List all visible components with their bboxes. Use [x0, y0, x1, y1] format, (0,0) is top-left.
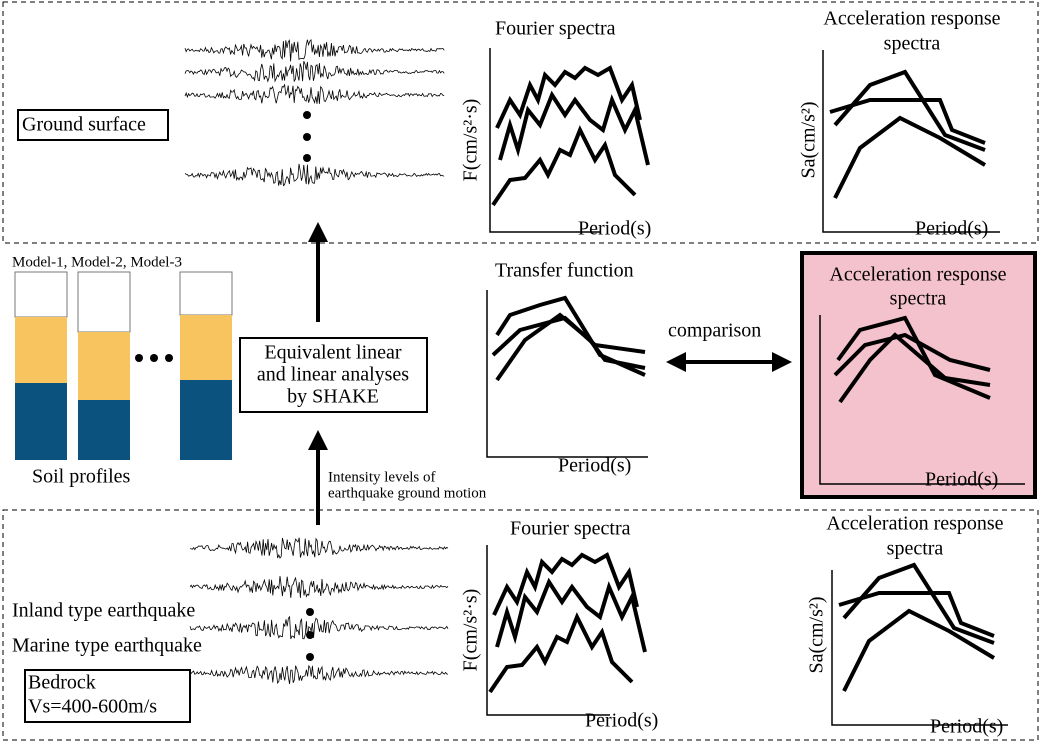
comparison-label: comparison	[668, 320, 761, 342]
panel-title: Fourier spectra	[510, 518, 631, 540]
axis	[823, 50, 1000, 232]
intensity-label: earthquake ground motion	[328, 485, 487, 501]
waveform	[190, 617, 448, 639]
waveform	[185, 40, 444, 62]
waveform	[185, 164, 444, 186]
dot	[303, 111, 311, 119]
y-axis-label: F(cm/s²·s)	[460, 99, 482, 182]
bedrock-waveforms	[190, 538, 448, 684]
fourier-curves	[490, 555, 645, 692]
intensity-label: Intensity levels of	[328, 469, 435, 485]
panel-title: Acceleration response	[823, 8, 1000, 30]
y-axis-label: F(cm/s²·s)	[460, 589, 482, 672]
x-axis-label: Period(s)	[585, 710, 658, 732]
diagram: Ground surface Fourier spectra F(cm/s²·s…	[0, 0, 1042, 742]
x-axis-label: Period(s)	[925, 469, 998, 491]
transfer-curves	[493, 298, 645, 380]
soil-label: Soil profiles	[32, 466, 131, 488]
panel-title: Fourier spectra	[495, 18, 616, 40]
waveform	[190, 538, 448, 558]
bedrock-label: Bedrock	[28, 672, 96, 694]
x-axis-label: Period(s)	[930, 716, 1003, 738]
analysis-label: and linear analyses	[257, 364, 409, 386]
dot	[303, 133, 311, 141]
response-curve	[844, 611, 994, 691]
waveform	[190, 576, 448, 598]
waveform	[190, 666, 448, 684]
x-axis-label: Period(s)	[915, 218, 988, 240]
earthquake-type: Inland type earthquake	[12, 600, 195, 622]
response-curve	[835, 72, 985, 150]
x-axis-label: Period(s)	[558, 455, 631, 477]
x-axis-label: Period(s)	[578, 218, 651, 240]
bedrock-label: Vs=400-600m/s	[28, 696, 157, 718]
response-curves	[830, 72, 985, 198]
panel-title: spectra	[887, 538, 944, 560]
panel-title: Transfer function	[495, 260, 634, 282]
fourier-curves	[493, 68, 648, 205]
soil-columns	[15, 272, 232, 460]
analysis-label: Equivalent linear	[264, 342, 402, 364]
panel-title: spectra	[890, 288, 947, 310]
panel-title: spectra	[884, 33, 941, 55]
dot	[303, 154, 311, 162]
response-curves	[839, 565, 994, 691]
models-label: Model-1, Model-2, Model-3	[12, 254, 182, 270]
ground-waveforms	[185, 40, 444, 186]
waveform	[185, 61, 444, 81]
y-axis-label: Sa(cm/s²)	[806, 596, 828, 673]
response-curve	[844, 565, 994, 643]
earthquake-type: Marine type earthquake	[12, 635, 202, 657]
ground-label: Ground surface	[22, 114, 146, 136]
panel-title: Acceleration response	[826, 513, 1003, 535]
analysis-label: by SHAKE	[287, 386, 379, 408]
panel-title: Acceleration response	[829, 264, 1006, 286]
waveform	[185, 85, 444, 104]
y-axis-label: Sa(cm/s²)	[798, 101, 820, 178]
response-curve	[835, 118, 985, 198]
